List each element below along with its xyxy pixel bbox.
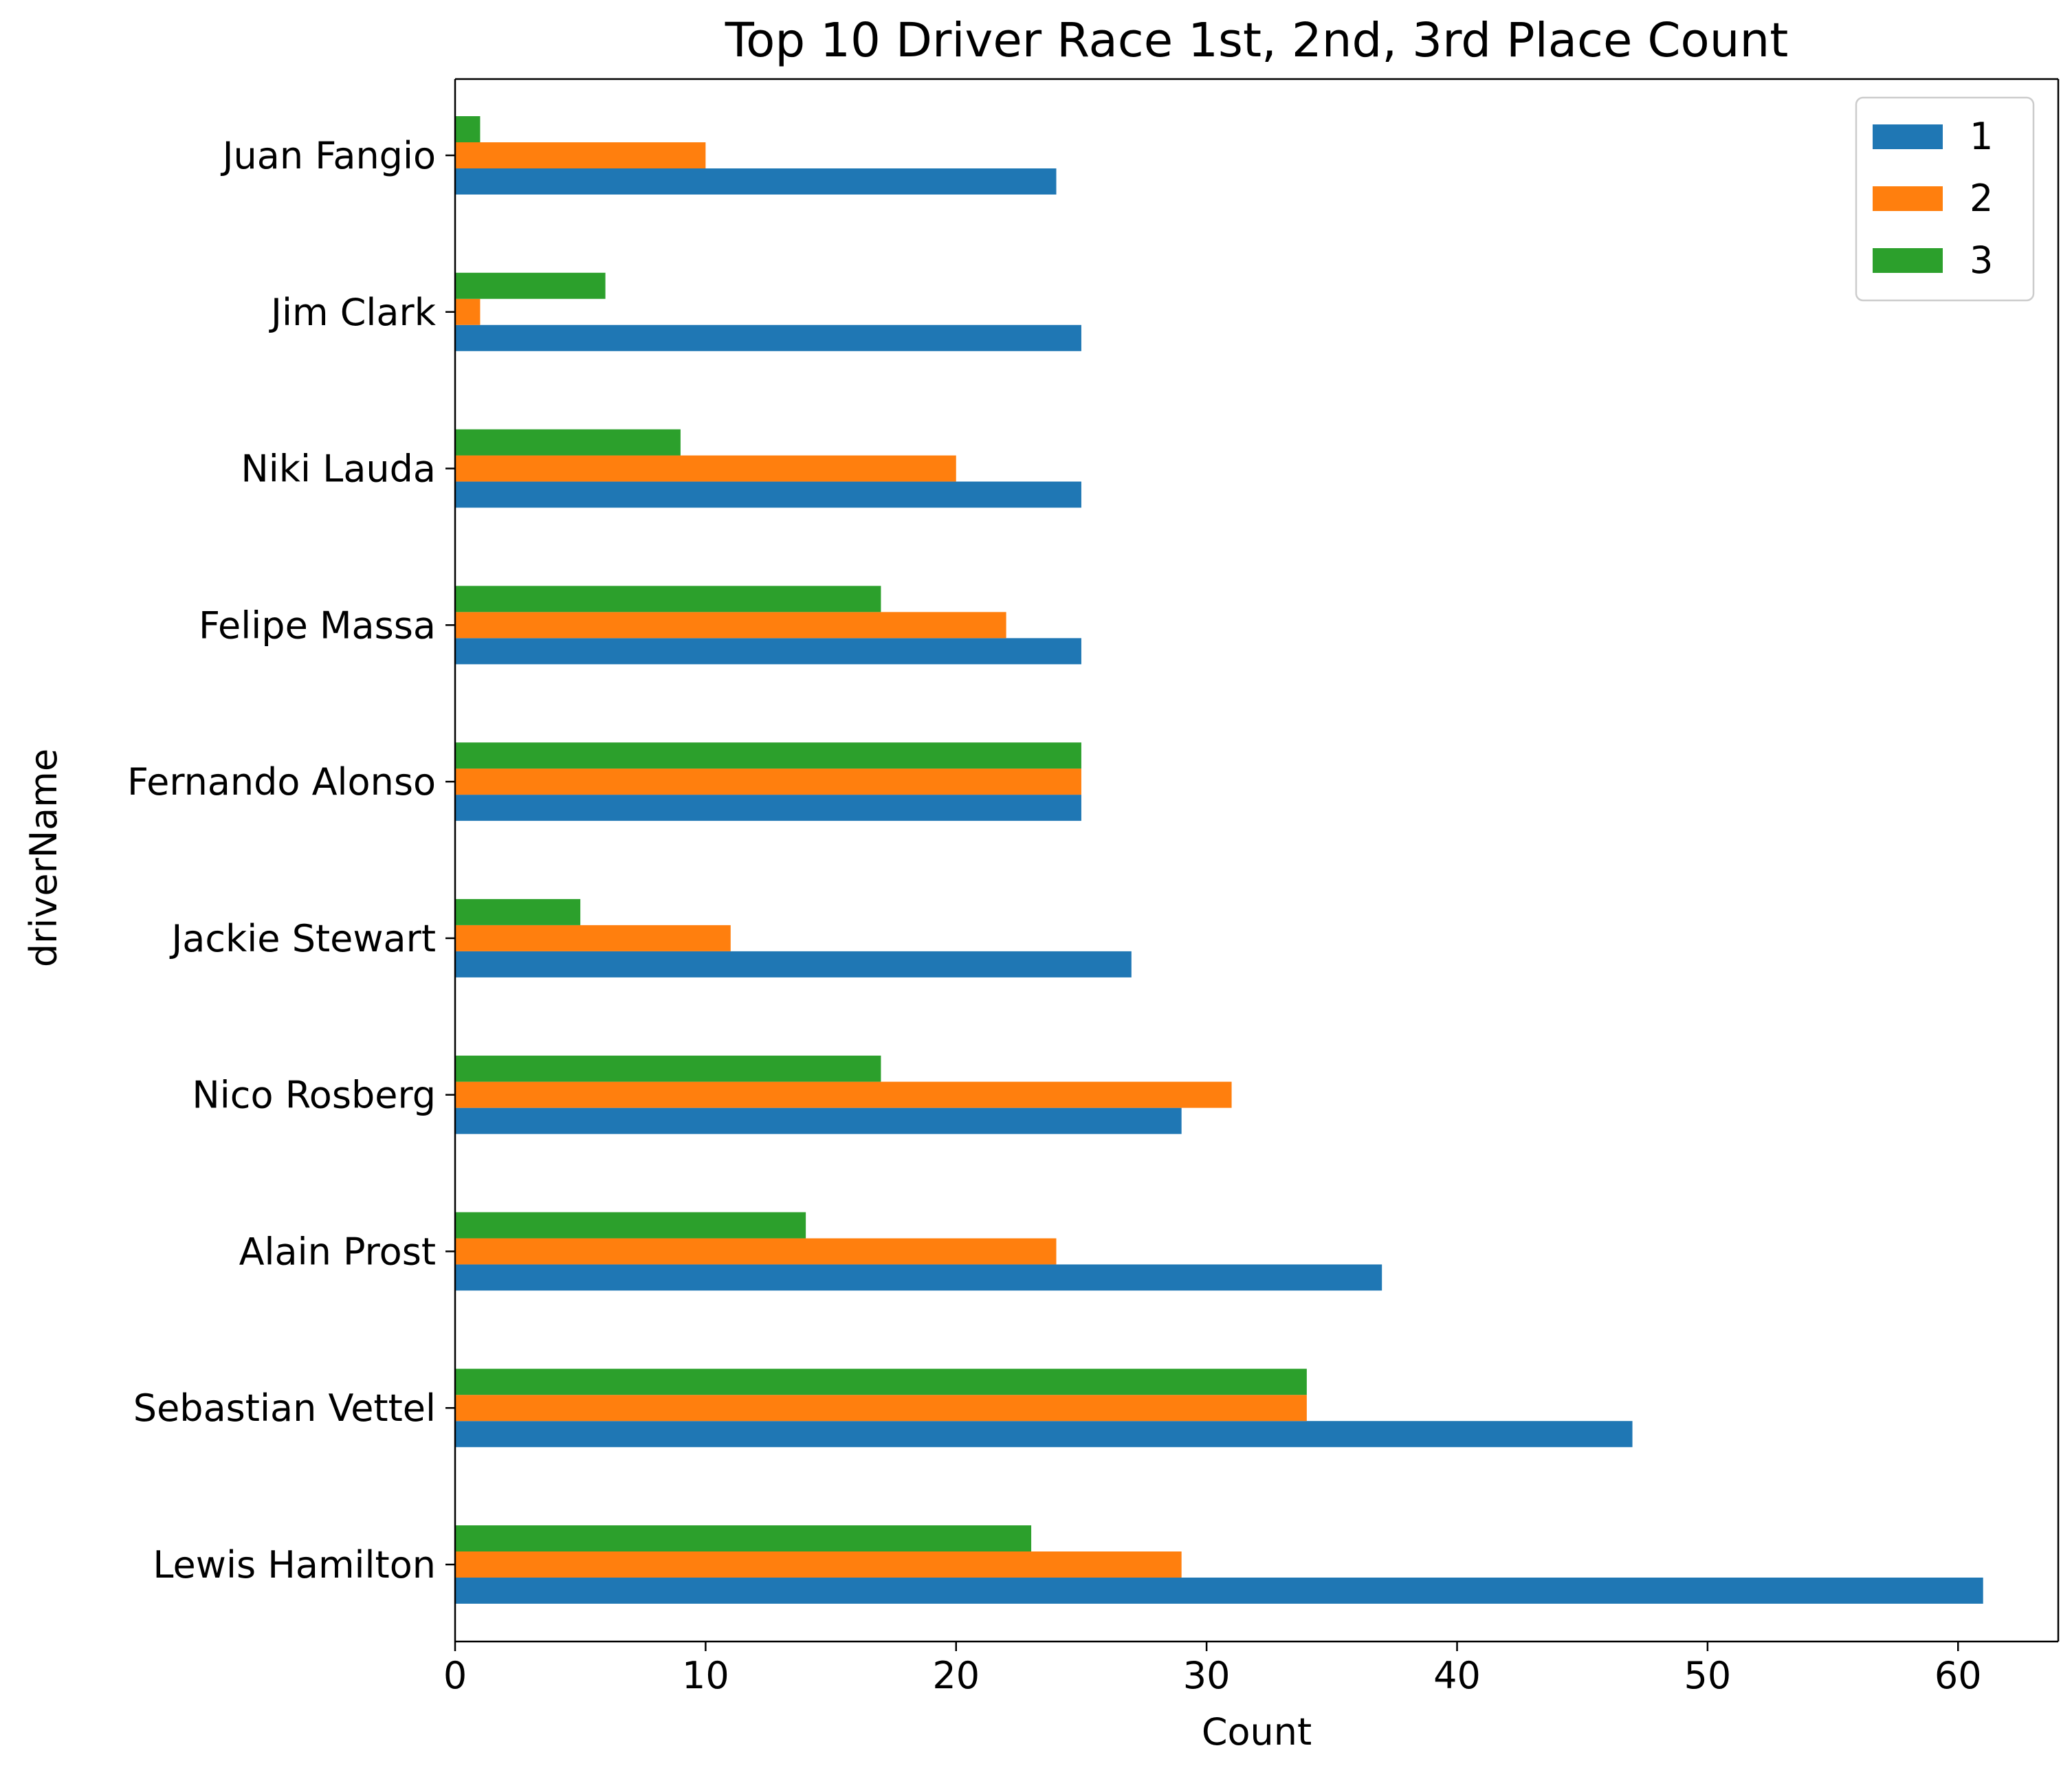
- bar-series-1-jackie-stewart: [455, 951, 1132, 977]
- bar-series-2-niki-lauda: [455, 455, 956, 482]
- y-tick-label: Sebastian Vettel: [133, 1386, 436, 1430]
- legend: 1 2 3: [1855, 96, 2035, 302]
- x-axis-label: Count: [1202, 1710, 1312, 1754]
- y-tick-label: Fernando Alonso: [127, 760, 436, 804]
- x-tick-label: 0: [443, 1654, 467, 1697]
- bar-series-3-jackie-stewart: [455, 898, 581, 925]
- y-tick-label: Lewis Hamilton: [153, 1543, 436, 1587]
- bar-series-2-jim-clark: [455, 298, 481, 325]
- bar-series-3-felipe-massa: [455, 586, 881, 612]
- x-tick-label: 40: [1433, 1654, 1481, 1697]
- y-tick-label: Alain Prost: [239, 1230, 436, 1273]
- bar-series-1-alain-prost: [455, 1264, 1382, 1291]
- x-tick-label: 20: [932, 1654, 980, 1697]
- bar-series-2-lewis-hamilton: [455, 1551, 1182, 1578]
- bar-series-2-fernando-alonso: [455, 769, 1081, 795]
- bar-series-2-nico-rosberg: [455, 1081, 1232, 1108]
- bar-series-1-jim-clark: [455, 324, 1081, 351]
- bar-series-3-nico-rosberg: [455, 1055, 881, 1082]
- legend-label-2: 2: [1970, 177, 1993, 220]
- bar-series-2-alain-prost: [455, 1238, 1057, 1265]
- bar-series-1-lewis-hamilton: [455, 1578, 1983, 1604]
- y-tick-label: Jackie Stewart: [169, 917, 436, 960]
- bar-series-1-felipe-massa: [455, 638, 1081, 665]
- y-axis-label: driverName: [22, 749, 65, 967]
- legend-swatch-3: [1873, 248, 1943, 273]
- bar-series-1-niki-lauda: [455, 481, 1081, 508]
- bar-series-3-niki-lauda: [455, 429, 681, 456]
- bar-series-3-jim-clark: [455, 272, 606, 299]
- x-tick-label: 60: [1935, 1654, 1982, 1697]
- y-tick-label: Juan Fangio: [221, 134, 436, 177]
- x-tick-label: 10: [682, 1654, 729, 1697]
- bar-series-1-fernando-alonso: [455, 795, 1081, 821]
- chart-title: Top 10 Driver Race 1st, 2nd, 3rd Place C…: [725, 13, 1789, 68]
- legend-label-1: 1: [1970, 115, 1993, 158]
- x-tick-label: 30: [1183, 1654, 1231, 1697]
- legend-swatch-2: [1873, 186, 1943, 211]
- x-tick-label: 50: [1684, 1654, 1732, 1697]
- bar-series-2-jackie-stewart: [455, 925, 731, 951]
- y-tick-label: Nico Rosberg: [192, 1074, 436, 1117]
- bar-series-3-juan-fangio: [455, 116, 481, 142]
- bar-series-1-nico-rosberg: [455, 1107, 1182, 1134]
- bar-series-2-sebastian-vettel: [455, 1395, 1307, 1422]
- legend-swatch-1: [1873, 124, 1943, 149]
- legend-label-3: 3: [1970, 239, 1993, 282]
- bar-series-2-juan-fangio: [455, 142, 706, 168]
- bar-series-1-sebastian-vettel: [455, 1421, 1633, 1448]
- x-axis: 0 10 20 30 40 50 60: [443, 1642, 1982, 1697]
- bar-series-1-juan-fangio: [455, 168, 1057, 195]
- bar-series-3-alain-prost: [455, 1212, 806, 1239]
- bar-series-2-felipe-massa: [455, 612, 1006, 639]
- bar-series-3-sebastian-vettel: [455, 1369, 1307, 1395]
- bar-series-3-fernando-alonso: [455, 742, 1081, 769]
- bar-series-3-lewis-hamilton: [455, 1525, 1032, 1551]
- y-tick-label: Felipe Massa: [199, 604, 436, 647]
- y-tick-label: Niki Lauda: [241, 447, 436, 491]
- y-tick-label: Jim Clark: [269, 291, 437, 334]
- plot-area: [454, 78, 2060, 1643]
- y-axis: Lewis Hamilton Sebastian Vettel Alain Pros…: [127, 134, 455, 1587]
